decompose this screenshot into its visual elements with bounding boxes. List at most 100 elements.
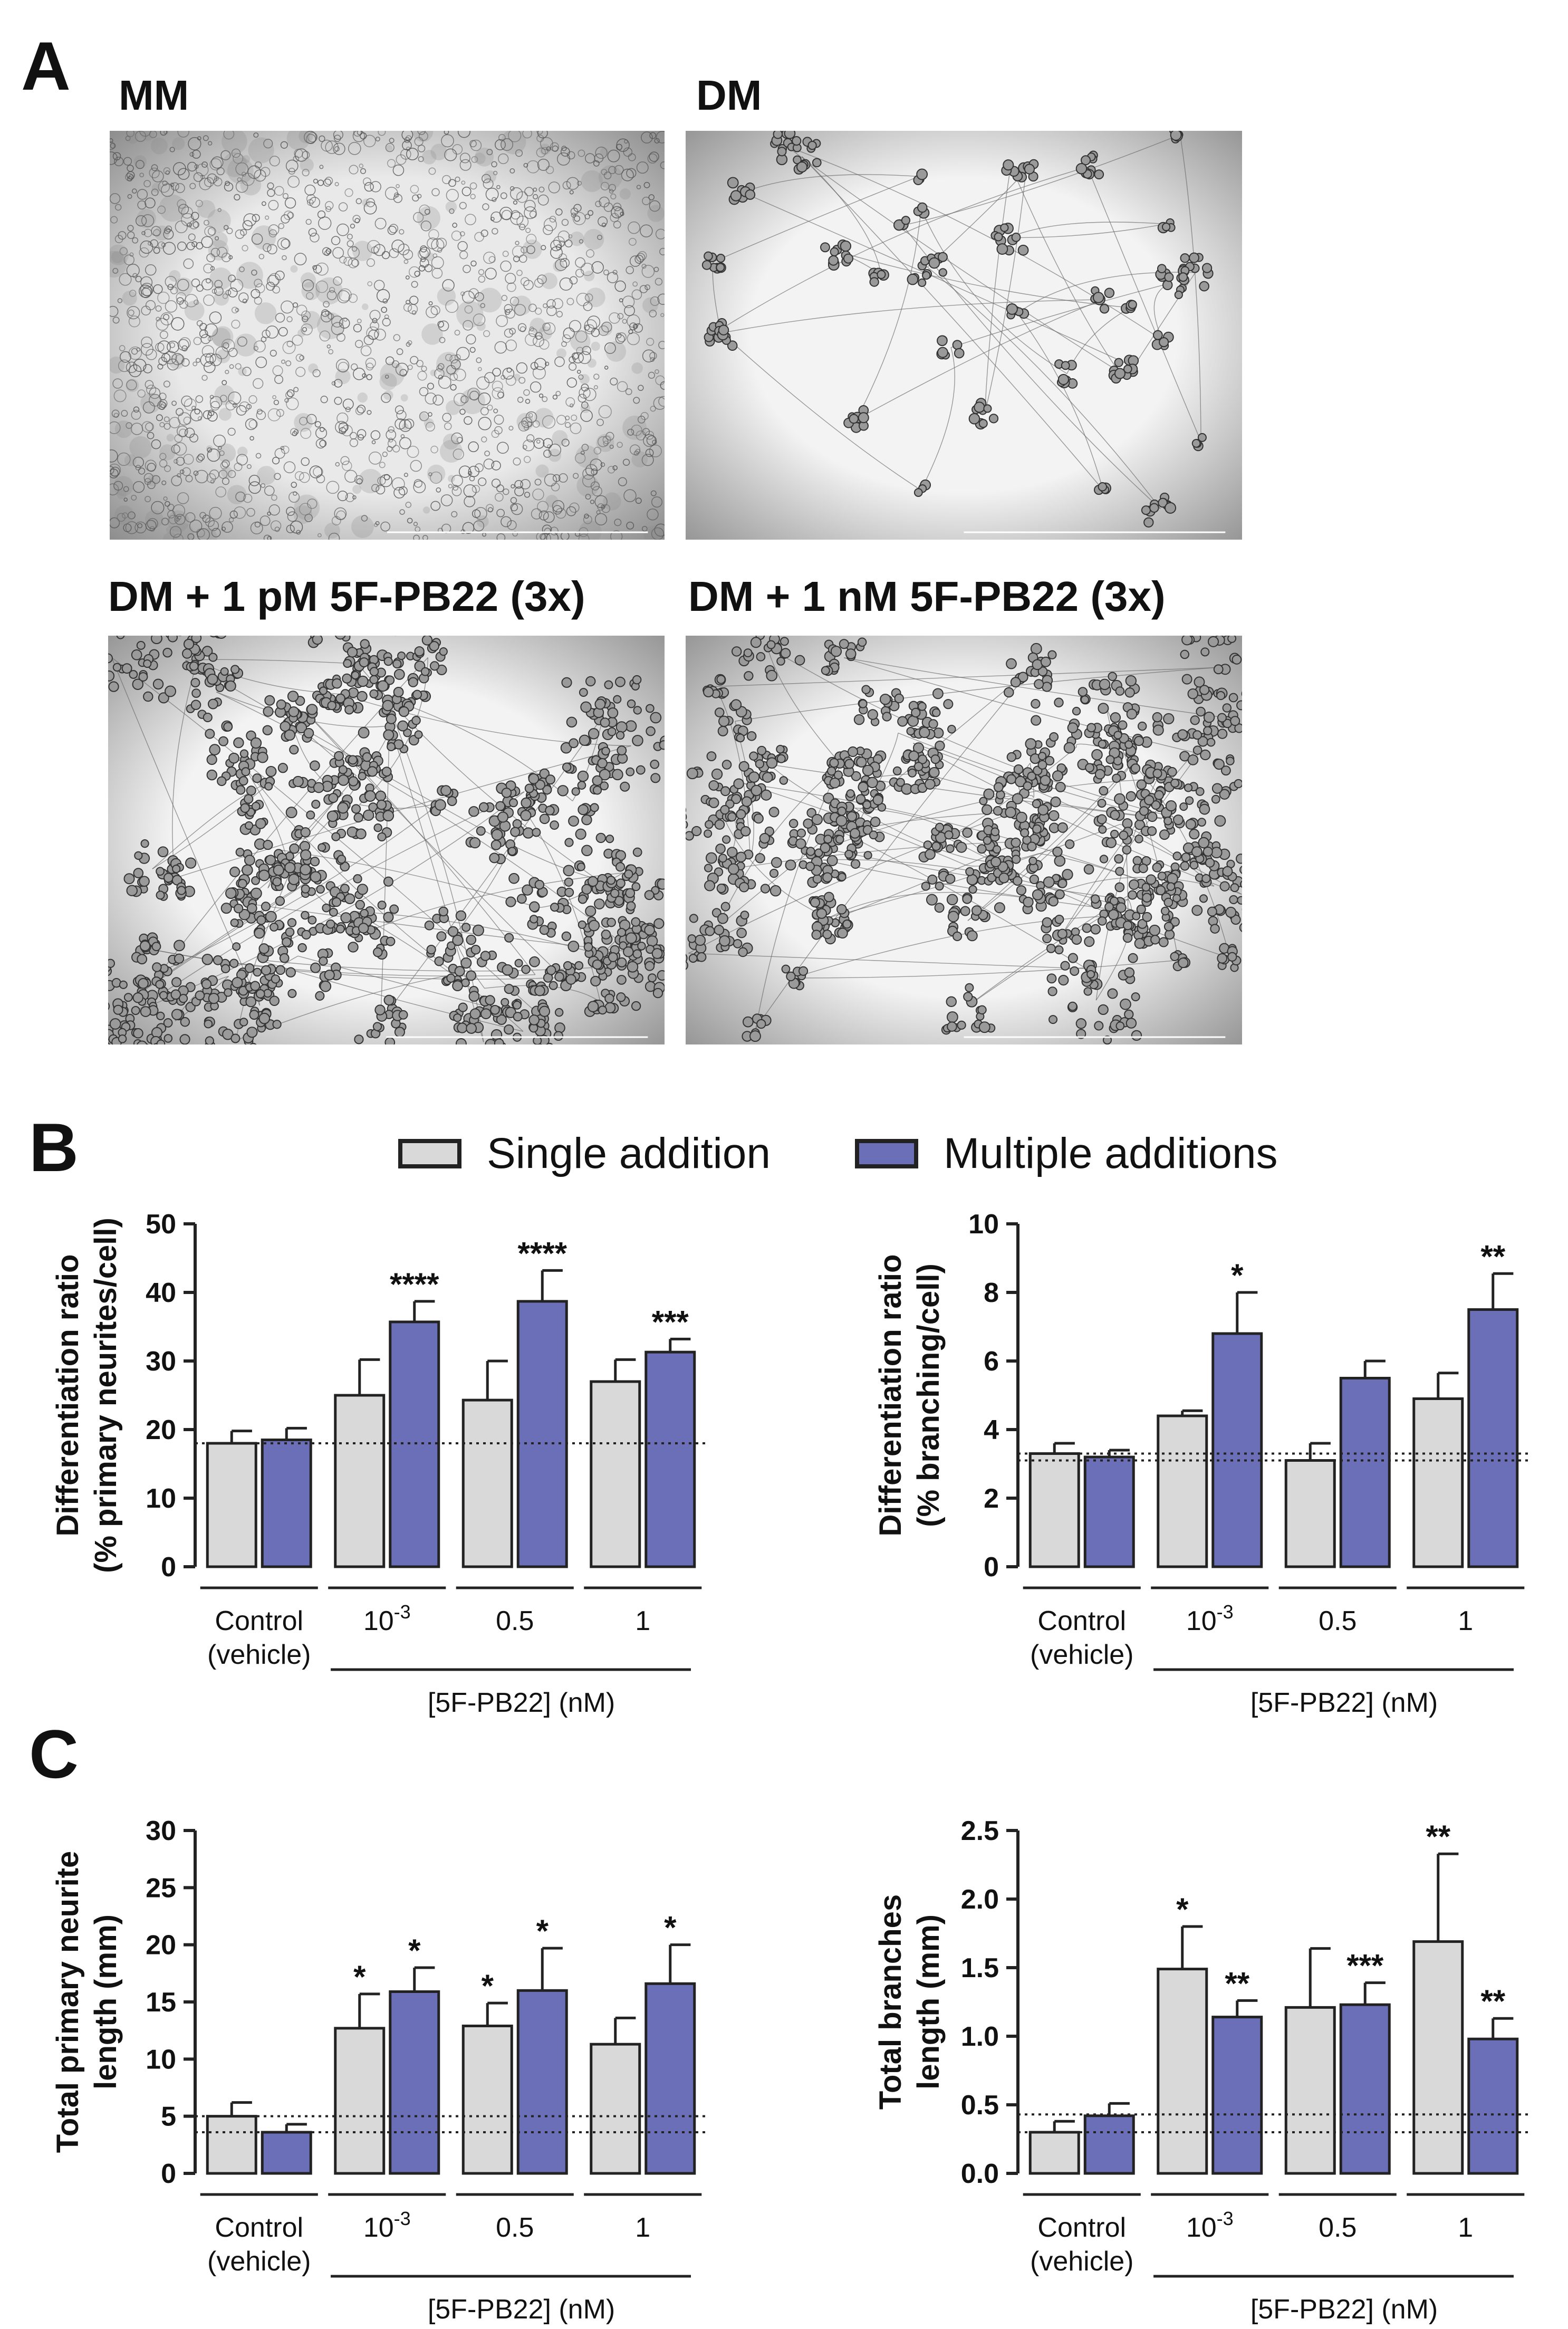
legend-swatch-single — [398, 1139, 461, 1168]
error-bar — [1492, 2017, 1514, 2039]
x-axis-label: [5F-PB22] (nM) — [1250, 2294, 1438, 2325]
micrograph-dm — [686, 131, 1242, 540]
category-label: 1 — [635, 2212, 650, 2243]
category-label: 10-3 — [363, 2208, 411, 2243]
chart-branches-length: 0.0 0.5 1.0 1.5 2.0 2.5 Total branches length (… — [873, 1816, 1529, 2325]
panel-letter-c: C — [29, 1715, 79, 1793]
y-tick-label: 0 — [161, 2159, 176, 2189]
error-bar — [230, 1430, 252, 1443]
y-tick-label: 4 — [984, 1415, 999, 1445]
error-bar — [1236, 1291, 1258, 1334]
bar-multiple — [1083, 2114, 1135, 2175]
bar-multiple — [389, 1990, 440, 2175]
bar-multiple — [389, 1320, 440, 1568]
bar-multiple — [516, 1989, 568, 2175]
micrograph-label-mm: MM — [119, 72, 189, 119]
significance-stars: ** — [1480, 1983, 1505, 2019]
error-bar — [541, 1947, 563, 1991]
error-bar — [230, 2101, 252, 2116]
significance-stars: **** — [518, 1235, 567, 1271]
legend-item-multiple: Multiple additions — [854, 1129, 1278, 1178]
y-tick-label: 20 — [146, 1415, 176, 1445]
y-tick-label: 30 — [146, 1346, 176, 1377]
bar-single — [1028, 2131, 1080, 2175]
significance-stars: *** — [652, 1304, 689, 1339]
category-label: 10-3 — [1186, 2208, 1234, 2243]
bar-multiple — [1211, 2016, 1263, 2175]
y-tick-label: 50 — [146, 1209, 176, 1240]
error-bar — [669, 1943, 691, 1984]
error-bar — [1053, 1442, 1075, 1454]
error-bar — [486, 2001, 508, 2026]
y-axis-label: Total branches length (mm) — [873, 1894, 946, 2110]
error-bar — [1053, 2120, 1075, 2132]
error-bar — [541, 1269, 563, 1301]
error-bar — [1437, 1372, 1459, 1399]
bar-single — [590, 1380, 641, 1568]
chart-primary-neurites: 0 10 20 30 40 50 Differentiation ratio (% prima… — [51, 1209, 707, 1718]
error-bar — [1181, 1925, 1203, 1969]
bar-single — [1157, 1968, 1208, 2175]
y-tick-label: 15 — [146, 1987, 176, 2018]
error-bar — [1181, 1409, 1203, 1416]
significance-stars: * — [482, 1968, 494, 2004]
significance-stars: ** — [1426, 1819, 1450, 1854]
category-label: 0.5 — [496, 1606, 534, 1636]
y-tick-label: 10 — [146, 1483, 176, 1514]
category-label: Control (vehicle) — [207, 1606, 311, 1670]
error-bar — [358, 1358, 380, 1395]
y-tick-label: 2.0 — [961, 1884, 999, 1915]
category-label: 10-3 — [363, 1601, 411, 1636]
error-bar — [285, 2123, 307, 2132]
micrograph-mm — [110, 131, 665, 540]
x-axis-label: [5F-PB22] (nM) — [1250, 1688, 1438, 1718]
category-label: 0.5 — [1319, 1606, 1357, 1636]
bar-single — [461, 1398, 513, 1568]
y-tick-label: 20 — [146, 1930, 176, 1961]
y-tick-label: 0.0 — [961, 2159, 999, 2189]
category-label: 1 — [635, 1606, 650, 1636]
y-tick-label: 5 — [161, 2102, 176, 2132]
significance-stars: ** — [1225, 1966, 1249, 2001]
bar-single — [1412, 1940, 1464, 2175]
chart-branching: 0 2 4 6 8 10 Differentiation ratio (% branching… — [873, 1209, 1529, 1718]
y-axis-label: Differentiation ratio (% primary neurites… — [51, 1218, 123, 1573]
y-tick-label: 6 — [984, 1346, 999, 1377]
significance-stars: * — [408, 1933, 421, 1968]
bar-multiple — [1467, 1308, 1519, 1568]
bar-single — [1157, 1414, 1208, 1568]
bar-multiple — [1339, 1377, 1391, 1568]
bar-multiple — [644, 1350, 696, 1568]
error-bar — [1309, 1947, 1331, 2008]
legend-label-single: Single addition — [487, 1129, 771, 1177]
micrograph-dm-1pm — [108, 636, 665, 1044]
y-tick-label: 0.5 — [961, 2090, 999, 2121]
legend-label-multiple: Multiple additions — [943, 1129, 1278, 1177]
y-tick-label: 0 — [161, 1552, 176, 1583]
significance-stars: ** — [1480, 1239, 1505, 1274]
bar-multiple — [261, 2131, 312, 2175]
error-bar — [1363, 1981, 1386, 2005]
micrograph-label-dm-1nm: DM + 1 nM 5F-PB22 (3x) — [688, 573, 1166, 620]
y-axis-label: Differentiation ratio (% branching/cell) — [873, 1254, 946, 1537]
bar-multiple — [1467, 2037, 1519, 2175]
error-bar — [614, 2016, 636, 2045]
micrograph-label-dm: DM — [696, 72, 762, 119]
bar-multiple — [644, 1982, 696, 2175]
error-bar — [1236, 1999, 1258, 2017]
chart-neurite-length: 0 5 10 15 20 25 30 Total primary neurite length … — [51, 1816, 707, 2325]
category-label: 1 — [1458, 1606, 1473, 1636]
bar-single — [1412, 1397, 1464, 1568]
bar-single — [590, 2043, 641, 2175]
legend: Single addition Multiple additions — [398, 1129, 1362, 1178]
bar-multiple — [1083, 1455, 1135, 1568]
legend-item-single: Single addition — [398, 1129, 771, 1178]
y-tick-label: 1.0 — [961, 2021, 999, 2052]
x-axis-label: [5F-PB22] (nM) — [428, 2294, 615, 2325]
error-bar — [1437, 1852, 1459, 1942]
category-label: 0.5 — [496, 2212, 534, 2243]
y-tick-label: 10 — [968, 1209, 999, 1240]
micrograph-label-dm-1pm: DM + 1 pM 5F-PB22 (3x) — [108, 573, 585, 620]
significance-stars: * — [1176, 1892, 1189, 1927]
bar-single — [206, 2115, 257, 2175]
